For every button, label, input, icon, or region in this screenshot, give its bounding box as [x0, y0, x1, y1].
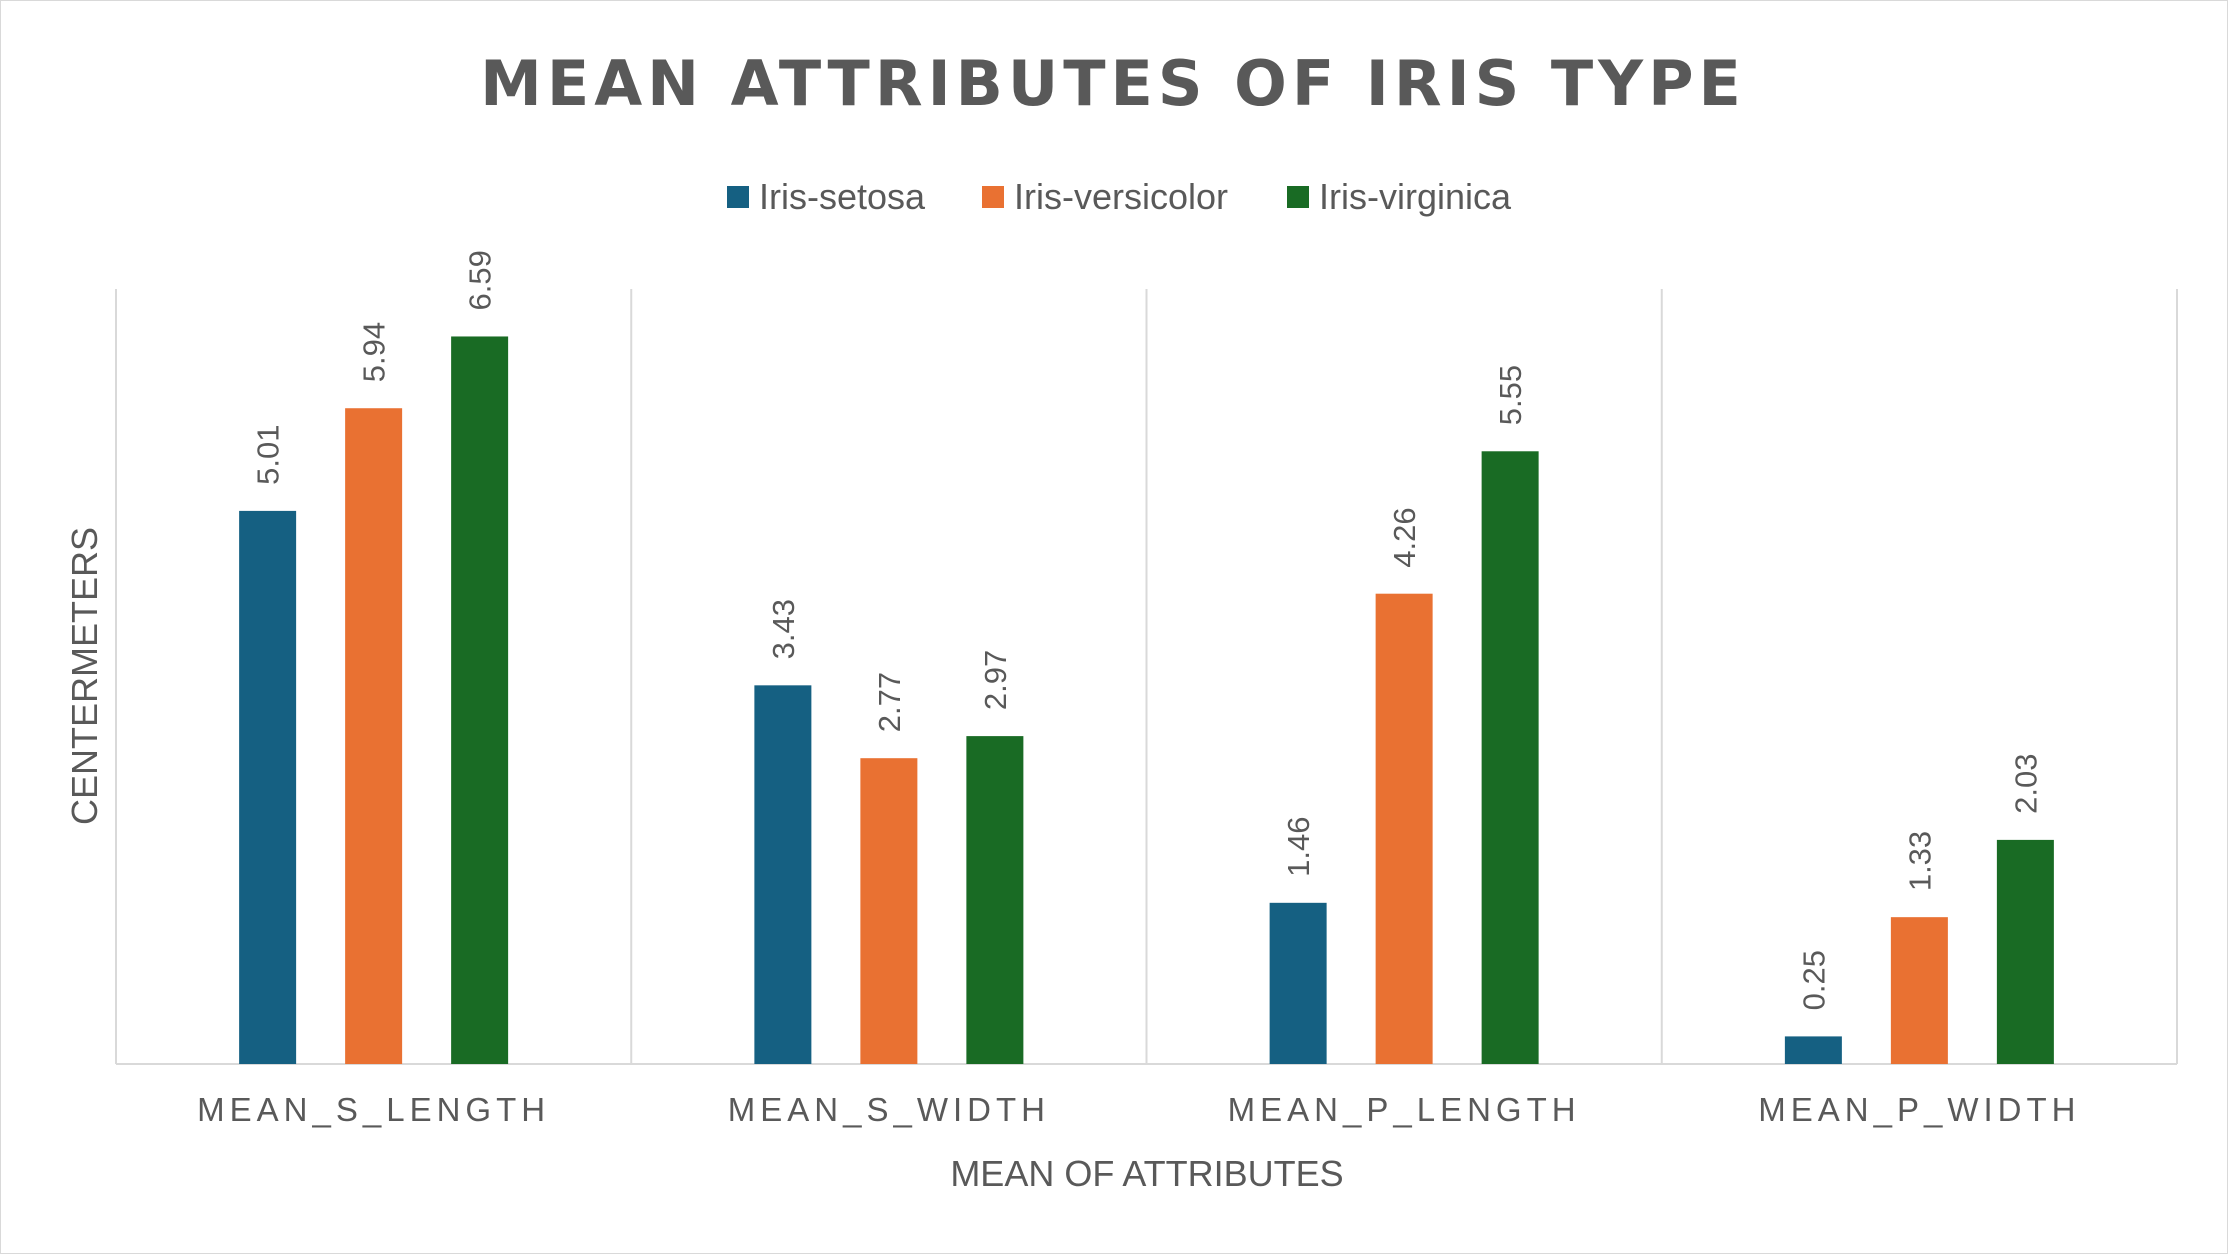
legend-item: Iris-virginica: [1287, 176, 1512, 217]
chart-legend: Iris-setosa Iris-versicolor Iris-virginica: [727, 176, 1512, 217]
data-label: 6.59: [463, 250, 498, 310]
data-label: 2.97: [978, 650, 1013, 710]
data-label: 5.94: [357, 322, 392, 382]
bar-iris-virginica-mean-p-length: [1481, 451, 1539, 1064]
bar-iris-setosa-mean-s-width: [754, 685, 812, 1064]
bar-iris-setosa-mean-p-length: [1269, 902, 1327, 1064]
x-tick-label: MEAN_S_WIDTH: [728, 1091, 1050, 1128]
bar-iris-setosa-mean-p-width: [1784, 1036, 1842, 1064]
legend-label: Iris-setosa: [759, 176, 926, 217]
legend-label: Iris-versicolor: [1014, 176, 1228, 217]
legend-swatch: [1287, 186, 1309, 208]
legend-label: Iris-virginica: [1319, 176, 1512, 217]
data-label: 5.55: [1493, 365, 1528, 425]
bar-iris-versicolor-mean-s-length: [345, 408, 403, 1064]
bar-iris-versicolor-mean-s-width: [860, 758, 918, 1064]
x-tick-label: MEAN_P_WIDTH: [1758, 1091, 2080, 1128]
legend-item: Iris-versicolor: [982, 176, 1228, 217]
data-label: 3.43: [766, 599, 801, 659]
data-label: 5.01: [251, 425, 286, 485]
legend-swatch: [727, 186, 749, 208]
bar-series: [239, 336, 2054, 1064]
x-tick-label: MEAN_P_LENGTH: [1228, 1091, 1581, 1128]
bar-iris-virginica-mean-p-width: [1996, 839, 2054, 1064]
bar-iris-virginica-mean-s-width: [966, 736, 1024, 1064]
legend-swatch: [982, 186, 1004, 208]
bar-iris-virginica-mean-s-length: [451, 336, 509, 1064]
x-axis-tick-labels: MEAN_S_LENGTH MEAN_S_WIDTH MEAN_P_LENGTH ME…: [197, 1091, 2080, 1128]
bar-iris-versicolor-mean-p-width: [1890, 917, 1948, 1064]
data-label: 4.26: [1387, 507, 1422, 567]
x-tick-label: MEAN_S_LENGTH: [197, 1091, 550, 1128]
bar-iris-versicolor-mean-p-length: [1375, 593, 1433, 1064]
data-label: 1.33: [1902, 831, 1937, 891]
legend-item: Iris-setosa: [727, 176, 926, 217]
data-label: 2.77: [872, 672, 907, 732]
data-labels: 5.01 3.43 1.46 0.25 5.94 2.77 4.26 1.33 6.59 2.97…: [251, 250, 2044, 1010]
data-label: 2.03: [2008, 754, 2043, 814]
data-label: 0.25: [1796, 950, 1831, 1010]
x-axis-title: MEAN OF ATTRIBUTES: [950, 1153, 1343, 1194]
data-label: 1.46: [1281, 816, 1316, 876]
category-separators: [115, 289, 2178, 1064]
y-axis-title: CENTERMETERS: [64, 527, 105, 825]
chart-title: MEAN ATTRIBUTES OF IRIS TYPE: [480, 47, 1746, 120]
bar-iris-setosa-mean-s-length: [239, 510, 297, 1064]
